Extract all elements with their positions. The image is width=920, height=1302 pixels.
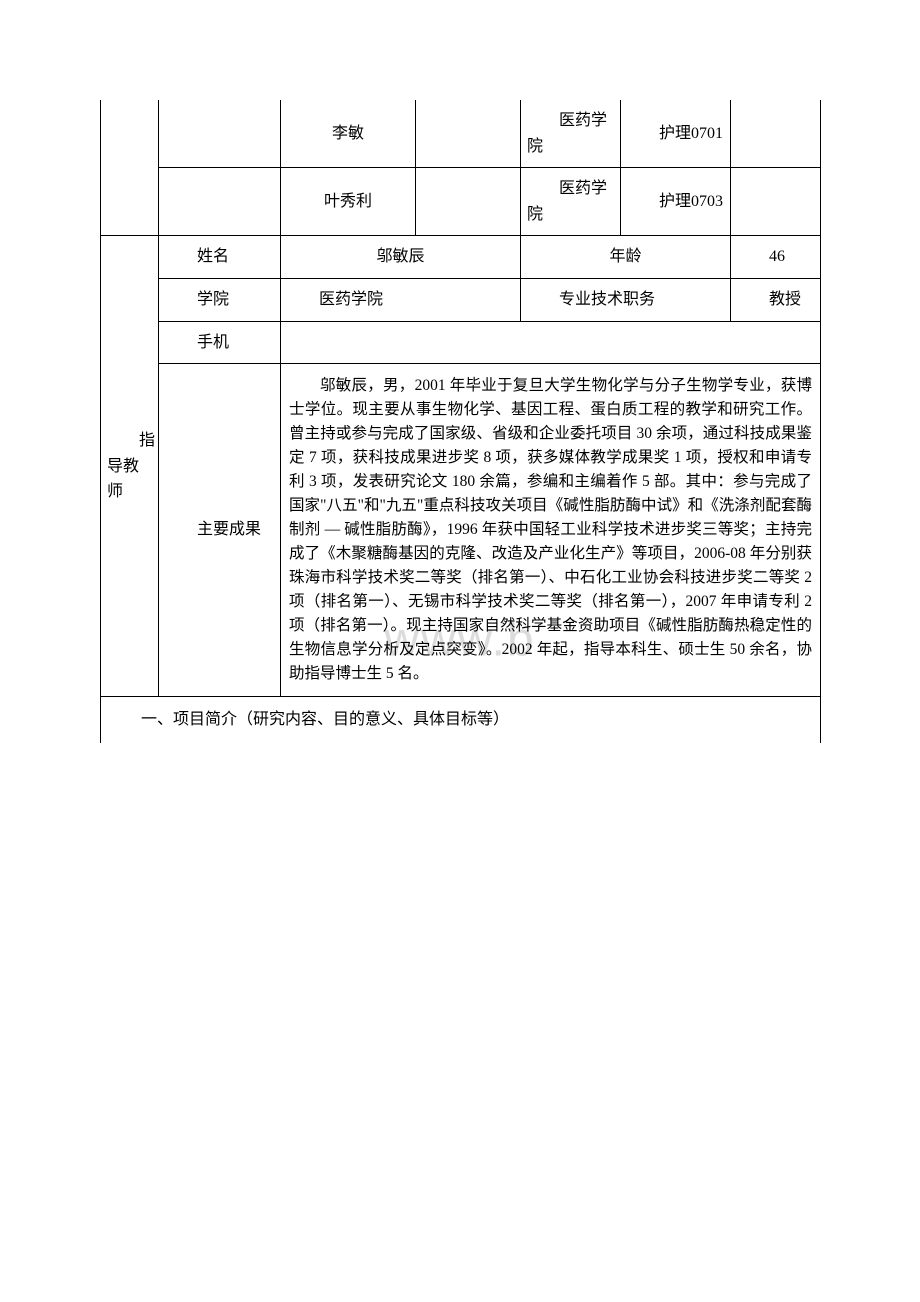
advisor-title-value: 教授 bbox=[731, 278, 821, 321]
student-class: 护理0701 bbox=[621, 100, 731, 168]
advisor-name-row: 指导教师 姓名 邬敏辰 年龄 46 bbox=[101, 236, 821, 279]
advisor-age-label: 年龄 bbox=[521, 236, 731, 279]
advisor-college-row: 学院 医药学院 专业技术职务 教授 bbox=[101, 278, 821, 321]
advisor-name-value: 邬敏辰 bbox=[281, 236, 521, 279]
student-row: 李敏 医药学院 护理0701 bbox=[101, 100, 821, 168]
student-college: 医药学院 bbox=[521, 100, 621, 168]
advisor-college-value: 医药学院 bbox=[281, 278, 521, 321]
advisor-achievements-row: 主要成果 邬敏辰，男，2001 年毕业于复旦大学生物化学与分子生物学专业，获博士… bbox=[101, 364, 821, 697]
student-name: 叶秀利 bbox=[281, 168, 416, 236]
student-name: 李敏 bbox=[281, 100, 416, 168]
advisor-bio: 邬敏辰，男，2001 年毕业于复旦大学生物化学与分子生物学专业，获博士学位。现主… bbox=[281, 364, 821, 697]
student-class: 护理0703 bbox=[621, 168, 731, 236]
advisor-phone-value bbox=[281, 321, 821, 364]
advisor-college-label: 学院 bbox=[159, 278, 281, 321]
advisor-phone-label: 手机 bbox=[159, 321, 281, 364]
form-table: 李敏 医药学院 护理0701 叶秀利 医药学院 护理0703 指导教师 姓名 邬… bbox=[100, 100, 821, 743]
advisor-phone-row: 手机 bbox=[101, 321, 821, 364]
student-college: 医药学院 bbox=[521, 168, 621, 236]
advisor-name-label: 姓名 bbox=[159, 236, 281, 279]
student-row: 叶秀利 医药学院 护理0703 bbox=[101, 168, 821, 236]
advisor-title-label: 专业技术职务 bbox=[521, 278, 731, 321]
advisor-age-value: 46 bbox=[731, 236, 821, 279]
section1-row: 一、项目简介（研究内容、目的意义、具体目标等） bbox=[101, 697, 821, 743]
section1-title: 一、项目简介（研究内容、目的意义、具体目标等） bbox=[101, 697, 821, 743]
advisor-achievements-label: 主要成果 bbox=[159, 364, 281, 697]
advisor-section-label: 指导教师 bbox=[101, 236, 159, 697]
